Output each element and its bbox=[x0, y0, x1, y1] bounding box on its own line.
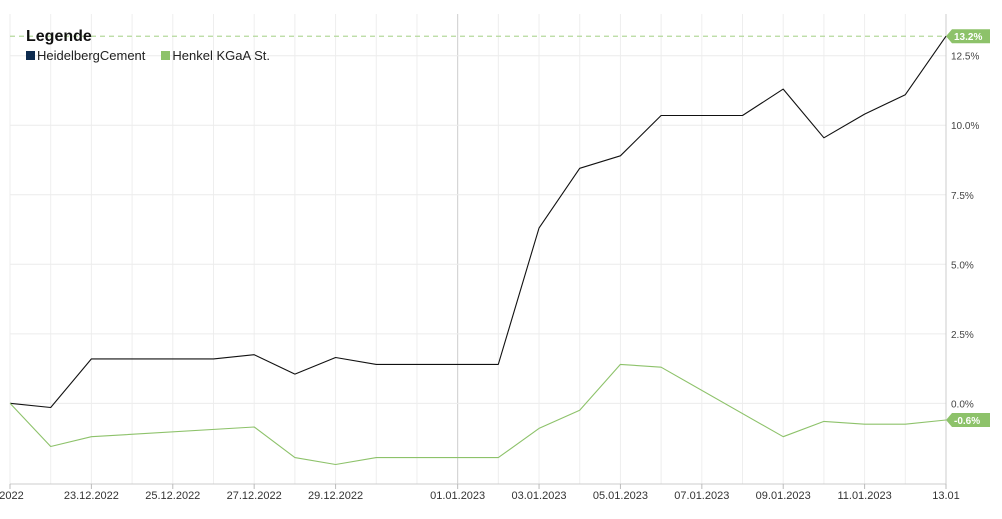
last-value-flag-henkel bbox=[946, 413, 990, 428]
x-tick-label: 09.01.2023 bbox=[756, 490, 811, 502]
legend-swatch-heidelbergcement bbox=[26, 51, 35, 60]
last-value-flag-heidelbergcement bbox=[946, 29, 990, 44]
legend-title: Legende bbox=[26, 28, 92, 45]
y-tick-label: 5.0% bbox=[951, 260, 974, 271]
x-tick-label: 01.01.2023 bbox=[430, 490, 485, 502]
grid bbox=[9, 14, 947, 484]
y-axis: 0.0% 2.5% 5.0% 7.5% 10.0% 12.5% bbox=[945, 14, 979, 484]
series-line-heidelbergcement bbox=[9, 35, 947, 409]
legend-item-henkel[interactable]: Henkel KGaA St. bbox=[161, 48, 270, 63]
legend-swatch-henkel bbox=[161, 51, 171, 60]
x-tick-label: 23.12.2022 bbox=[64, 490, 119, 502]
y-tick-label: 10.0% bbox=[951, 121, 979, 132]
x-tick-label: .2022 bbox=[0, 490, 24, 502]
x-axis: .2022 23.12.2022 25.12.2022 27.12.2022 29.12… bbox=[0, 483, 960, 502]
series-lines bbox=[9, 35, 947, 466]
legend-item-heidelbergcement[interactable]: HeidelbergCement bbox=[26, 48, 145, 63]
y-tick-label: 12.5% bbox=[951, 52, 979, 63]
x-tick-label: 29.12.2022 bbox=[308, 490, 363, 502]
last-value-label-henkel: -0.6% bbox=[954, 416, 980, 427]
x-tick-label: 03.01.2023 bbox=[512, 490, 567, 502]
x-tick-label: 25.12.2022 bbox=[145, 490, 200, 502]
last-value-label-heidelbergcement: 13.2% bbox=[954, 32, 982, 43]
x-tick-label: 11.01.2023 bbox=[837, 490, 891, 502]
y-tick-label: 0.0% bbox=[951, 399, 974, 410]
legend-label-henkel: Henkel KGaA St. bbox=[172, 48, 270, 63]
legend-label-heidelbergcement: HeidelbergCement bbox=[37, 48, 146, 63]
y-tick-label: 7.5% bbox=[951, 191, 974, 202]
series-line-henkel bbox=[9, 363, 947, 466]
x-tick-label: 07.01.2023 bbox=[674, 490, 729, 502]
x-tick-label: 27.12.2022 bbox=[227, 490, 282, 502]
legend-items: HeidelbergCement Henkel KGaA St. bbox=[26, 48, 270, 63]
y-tick-label: 2.5% bbox=[951, 330, 974, 341]
x-tick-label: 05.01.2023 bbox=[593, 490, 648, 502]
legend: Legende HeidelbergCement Henkel KGaA St. bbox=[26, 28, 270, 63]
x-tick-label: 13.01 bbox=[932, 490, 960, 502]
last-value-labels: 13.2% -0.6% bbox=[946, 29, 990, 428]
